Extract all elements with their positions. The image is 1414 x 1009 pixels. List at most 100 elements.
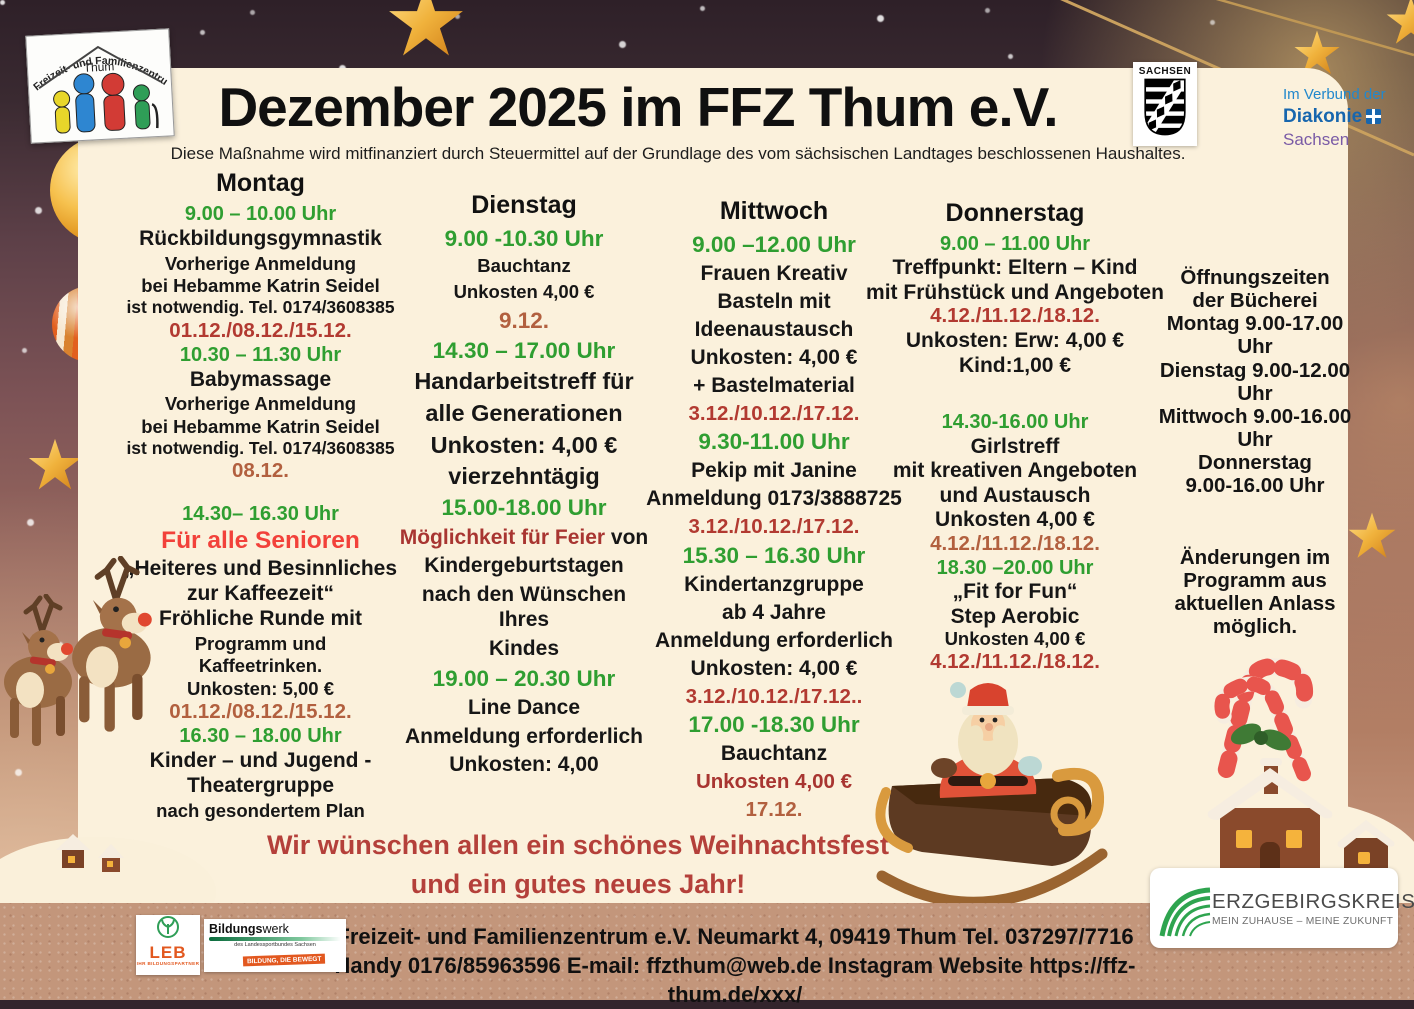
schedule-line: Girlstreff (970, 434, 1060, 458)
schedule-line: Babymassage (189, 367, 332, 391)
schedule-line-segment: Möglichkeit für Feier (399, 525, 606, 549)
schedule-line: Unkosten: 5,00 € (186, 677, 335, 699)
schedule-line: Öffnungszeiten (1180, 266, 1330, 289)
schedule-line: Unkosten: 4,00 € (690, 656, 858, 680)
schedule-line: Step Aerobic (950, 604, 1080, 628)
schedule-line: Line Dance (467, 695, 581, 719)
schedule-line: 3.12./10.12./17.12. (688, 515, 860, 539)
column-body: Öffnungszeiten der Bücherei Montag 9.00-17… (1150, 266, 1360, 638)
schedule-line: Vorherige Anmeldung (164, 252, 357, 274)
column-title-montag: Montag (216, 169, 305, 197)
schedule-line: 4.12./11.12./18.12. (930, 649, 1100, 673)
erzgebirgskreis-logo: ERZGEBIRGSKREIS MEIN ZUHAUSE – MEINE ZUK… (1150, 868, 1414, 948)
diakonie-line1: Im Verbund der (1283, 86, 1386, 103)
schedule-line: Montag 9.00-17.00 (1166, 312, 1344, 336)
footer-line-1: Freizeit- und Familienzentrum e.V. Neuma… (336, 924, 1134, 949)
page-title: Dezember 2025 im FFZ Thum e.V. (218, 76, 1058, 138)
schedule-line: Kinder – und Jugend - (149, 749, 372, 773)
green-arc-icon (1159, 887, 1211, 937)
column-body: 9.00 – 10.00 Uhr Rückbildungsgymnastik Vor… (108, 203, 413, 821)
schedule-line: Programm und (194, 632, 327, 654)
diakonie-region: Sachsen (1283, 129, 1350, 149)
schedule-line: 3.12./10.12./17.12.. (685, 684, 863, 708)
schedule-line: 9.00 – 11.00 Uhr (939, 233, 1091, 255)
diakonie-name: Diakonie (1283, 105, 1363, 127)
schedule-line: 4.12./11.12./18.12. (930, 531, 1100, 555)
closing-message: Wir wünschen allen ein schönes Weihnacht… (138, 826, 1018, 904)
schedule-line: Pekip mit Janine (691, 459, 857, 483)
schedule-line: 10.30 – 11.30 Uhr (179, 343, 342, 366)
column-title-mittwoch: Mittwoch (719, 197, 829, 225)
footer-line-2: Handy 0176/85963596 E-mail: ffzthum@web.… (334, 953, 1136, 1008)
snow-dots (0, 0, 5, 5)
schedule-line: Unkosten: 4,00 € (430, 431, 618, 458)
schedule-line: Dienstag 9.00-12.00 (1159, 358, 1351, 382)
svg-text:Thum: Thum (83, 59, 114, 75)
schedule-line: 01.12./08.12./15.12. (169, 700, 352, 724)
schedule-line: Anmeldung erforderlich (404, 724, 644, 748)
schedule-line: Mittwoch 9.00-16.00 (1158, 404, 1352, 428)
santa-sleigh-icon (875, 682, 1108, 908)
schedule-line: Unkosten 4,00 € (453, 281, 595, 302)
schedule-line (108, 484, 413, 502)
schedule-line: Frauen Kreativ (700, 261, 848, 285)
reindeer-icon (4, 594, 73, 746)
column-title-donnerstag: Donnerstag (945, 199, 1085, 227)
schedule-column-dienstag: Dienstag 9.00 -10.30 Uhr Bauchtanz Unkoste… (394, 190, 654, 781)
schedule-line: Unkosten 4,00 € (695, 770, 853, 794)
schedule-line: Anmeldung 0173/3888725 (646, 487, 902, 511)
leb-name: LEB (149, 943, 187, 962)
erzgebirgskreis-tagline: MEIN ZUHAUSE – MEINE ZUKUNFT (1212, 916, 1394, 927)
sachsen-label: SACHSEN (1138, 66, 1192, 77)
schedule-line: aktuellen Anlass (1174, 591, 1336, 615)
reindeer-icon (72, 556, 152, 732)
schedule-line: 9.00 – 10.00 Uhr (184, 203, 337, 225)
schedule-line: Unkosten 4,00 € (935, 508, 1095, 532)
schedule-line: 14.30– 16.30 Uhr (182, 503, 339, 526)
gold-star-icon (389, 0, 463, 56)
schedule-line: 15.30 – 16.30 Uhr (682, 542, 866, 568)
schedule-line: 16.30 – 18.00 Uhr (179, 724, 342, 747)
leb-logo: LEB IHR BILDUNGSPARTNER (136, 915, 200, 975)
sprout-icon (157, 916, 179, 938)
green-bar (209, 937, 341, 941)
ffz-thum-logo: Freizeit- und Familienzentrum e. Thum (21, 20, 175, 144)
schedule-line: Änderungen im (1179, 545, 1331, 569)
bildungswerk-name-bold: Bildungs (209, 922, 263, 936)
schedule-column-montag: Montag 9.00 – 10.00 Uhr Rückbildungsgymna… (108, 168, 413, 822)
bildungswerk-logo: Bildungswerk des Landessportbundes Sachs… (204, 919, 346, 972)
bildungswerk-subline: des Landessportbundes Sachsen (234, 942, 316, 948)
schedule-line: 17.00 -18.30 Uhr (688, 712, 860, 738)
schedule-line: mit Frühstück und Angeboten (866, 280, 1164, 304)
schedule-line: Kindertanzgruppe (684, 572, 864, 596)
schedule-line: Treffpunkt: Eltern – Kind (892, 256, 1138, 280)
schedule-line: 01.12./08.12./15.12. (169, 318, 352, 342)
poster-panel: Dezember 2025 im FFZ Thum e.V. Diese Maß… (78, 68, 1351, 930)
schedule-line: und Austausch (939, 483, 1091, 507)
footer-contact: Freizeit- und Familienzentrum e.V. Neuma… (330, 922, 1140, 1009)
schedule-line: 9.00 -10.30 Uhr (444, 226, 604, 251)
schedule-line: 08.12. (232, 459, 289, 483)
schedule-line: 9.12. (498, 307, 550, 333)
schedule-line: 9.00-16.00 Uhr (1185, 474, 1325, 498)
sachsen-coat-of-arms-icon: SACHSEN (1133, 62, 1197, 146)
candy-cane-icon (1214, 658, 1313, 782)
gold-star-icon (28, 438, 82, 490)
schedule-line: Für alle Senioren (161, 527, 360, 555)
schedule-line: 18.30 –20.00 Uhr (936, 556, 1094, 579)
schedule-line: alle Generationen (425, 400, 623, 427)
schedule-line: 19.00 – 20.30 Uhr (432, 665, 616, 691)
schedule-line: „Fit for Fun“ (952, 580, 1078, 604)
bildungswerk-badge: BILDUNG, DIE BEWEGT (242, 953, 326, 966)
schedule-line: Vorherige Anmeldung (164, 393, 357, 415)
schedule-line: Ideenaustausch (694, 317, 854, 341)
gold-star-icon (1294, 30, 1340, 74)
column-body: 9.00 -10.30 Uhr Bauchtanz Unkosten 4,00 € 9… (394, 225, 654, 778)
schedule-line: 17.12. (745, 797, 803, 821)
schedule-line: der Bücherei (1192, 289, 1318, 313)
schedule-line: Fröhliche Runde mit (158, 607, 362, 631)
erzgebirgskreis-name: ERZGEBIRGSKREIS (1212, 890, 1414, 913)
bildungswerk-name-rest: werk (262, 922, 289, 936)
schedule-line: ist notwendig. Tel. 0174/3608385 (126, 297, 395, 318)
schedule-line: ab 4 Jahre (722, 600, 826, 624)
